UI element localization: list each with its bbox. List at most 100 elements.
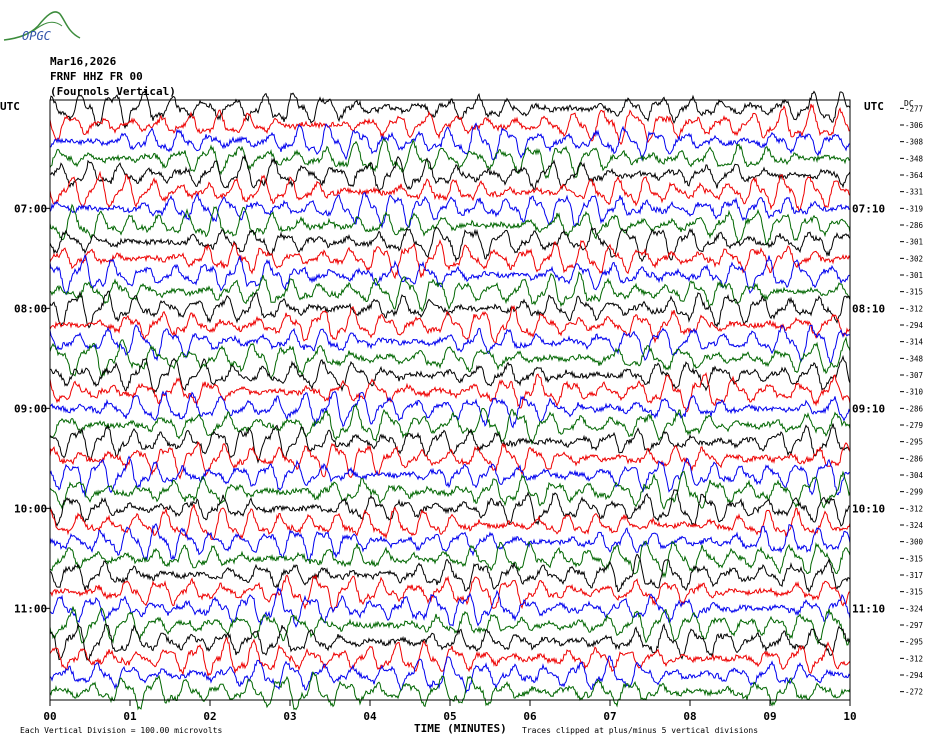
trace-row-27 bbox=[49, 540, 851, 579]
x-tick-label: 08 bbox=[683, 710, 696, 723]
labels-group: UTC UTC DC TIME (MINUTES) Each Vertical … bbox=[0, 99, 924, 735]
trace-row-31 bbox=[49, 606, 851, 646]
trace-row-0 bbox=[49, 89, 851, 130]
dc-offset-label: -364 bbox=[905, 171, 924, 180]
trace-row-11 bbox=[49, 271, 851, 313]
footer-scale-note: Each Vertical Division = 100.00 microvol… bbox=[20, 726, 222, 735]
trace-row-14 bbox=[49, 324, 851, 364]
dc-offset-label: -317 bbox=[905, 571, 923, 580]
dc-offset-label: -310 bbox=[905, 388, 924, 397]
dc-offset-label: -315 bbox=[905, 554, 923, 563]
dc-offset-label: -315 bbox=[905, 288, 923, 297]
trace-row-35 bbox=[49, 671, 851, 711]
left-time-label: 11:00 bbox=[14, 602, 47, 615]
x-tick-label: 02 bbox=[203, 710, 216, 723]
trace-row-24 bbox=[49, 489, 851, 527]
dc-offset-label: -307 bbox=[905, 371, 923, 380]
footer-clip-note: Traces clipped at plus/minus 5 vertical … bbox=[522, 726, 758, 735]
dc-offset-label: -295 bbox=[905, 638, 923, 647]
x-tick-label: 01 bbox=[123, 710, 137, 723]
trace-row-4 bbox=[49, 154, 851, 193]
dc-offset-label: -306 bbox=[905, 121, 924, 130]
trace-row-13 bbox=[49, 304, 851, 344]
trace-row-21 bbox=[49, 441, 851, 480]
left-time-label: 07:00 bbox=[14, 202, 47, 215]
trace-row-2 bbox=[49, 122, 851, 162]
dc-offset-label: -297 bbox=[905, 621, 923, 630]
trace-row-3 bbox=[49, 137, 851, 180]
dc-offset-label: -348 bbox=[905, 154, 924, 163]
trace-row-5 bbox=[49, 170, 851, 212]
left-time-label: 10:00 bbox=[14, 502, 47, 515]
trace-row-34 bbox=[49, 655, 851, 694]
trace-row-30 bbox=[49, 587, 851, 628]
x-tick-label: 07 bbox=[603, 710, 616, 723]
trace-row-17 bbox=[49, 371, 851, 413]
dc-offset-label: -279 bbox=[905, 421, 923, 430]
dc-offset-label: -331 bbox=[905, 188, 923, 197]
x-tick-label: 03 bbox=[283, 710, 296, 723]
trace-row-8 bbox=[49, 226, 851, 263]
dc-offset-label: -286 bbox=[905, 404, 924, 413]
right-time-label: 08:10 bbox=[852, 302, 885, 315]
dc-offset-label: -302 bbox=[905, 254, 923, 263]
dc-offset-label: -312 bbox=[905, 504, 923, 513]
dc-offset-label: -300 bbox=[905, 538, 924, 547]
dc-offset-label: -304 bbox=[905, 471, 924, 480]
dc-offset-label: -286 bbox=[905, 454, 924, 463]
right-utc-label: UTC bbox=[864, 100, 884, 113]
dc-offset-label: -348 bbox=[905, 354, 924, 363]
trace-row-23 bbox=[49, 470, 851, 510]
opgc-logo: OPGC bbox=[3, 11, 81, 43]
trace-row-18 bbox=[49, 390, 851, 429]
trace-row-9 bbox=[49, 239, 851, 280]
trace-row-32 bbox=[49, 622, 851, 662]
x-axis-title: TIME (MINUTES) bbox=[414, 722, 507, 735]
station-code: FRNF HHZ FR 00 bbox=[50, 70, 143, 83]
dc-offset-label: -294 bbox=[905, 671, 924, 680]
dc-offset-label: -272 bbox=[905, 688, 923, 697]
x-tick-label: 06 bbox=[523, 710, 537, 723]
trace-row-33 bbox=[49, 636, 851, 678]
station-location: (Fournols Vertical) bbox=[50, 85, 176, 98]
dc-label: DC bbox=[904, 99, 914, 108]
dc-offset-label: -314 bbox=[905, 338, 924, 347]
dc-offset-label: -315 bbox=[905, 588, 923, 597]
trace-row-10 bbox=[49, 254, 851, 296]
dc-offset-label: -301 bbox=[905, 271, 923, 280]
x-tick-label: 00 bbox=[43, 710, 56, 723]
trace-row-22 bbox=[49, 455, 851, 498]
right-time-label: 11:10 bbox=[852, 602, 885, 615]
trace-row-26 bbox=[49, 522, 851, 562]
trace-row-20 bbox=[49, 423, 851, 464]
dc-offset-label: -324 bbox=[905, 521, 924, 530]
trace-row-29 bbox=[49, 573, 851, 613]
plot-date: Mar16,2026 bbox=[50, 55, 117, 68]
dc-offset-label: -324 bbox=[905, 604, 924, 613]
left-time-label: 09:00 bbox=[14, 402, 47, 415]
trace-row-19 bbox=[49, 403, 851, 446]
dc-offset-label: -295 bbox=[905, 438, 923, 447]
dc-offset-label: -286 bbox=[905, 221, 924, 230]
right-time-label: 09:10 bbox=[852, 402, 885, 415]
trace-row-7 bbox=[49, 203, 851, 246]
left-utc-label: UTC bbox=[0, 100, 20, 113]
trace-group bbox=[49, 89, 851, 711]
trace-row-6 bbox=[49, 192, 851, 229]
dc-offset-label: -319 bbox=[905, 204, 923, 213]
dc-offset-label: -312 bbox=[905, 654, 923, 663]
trace-row-1 bbox=[49, 103, 851, 146]
x-tick-label: 04 bbox=[363, 710, 377, 723]
axes-group bbox=[46, 99, 904, 706]
x-tick-label: 09 bbox=[763, 710, 776, 723]
x-tick-label: 10 bbox=[843, 710, 856, 723]
dc-offset-label: -312 bbox=[905, 304, 923, 313]
trace-row-28 bbox=[49, 553, 851, 593]
dc-offset-label: -301 bbox=[905, 238, 923, 247]
right-time-label: 07:10 bbox=[852, 202, 885, 215]
dc-offset-label: -277 bbox=[905, 104, 923, 113]
trace-row-25 bbox=[49, 504, 851, 541]
trace-row-12 bbox=[49, 290, 851, 329]
trace-row-15 bbox=[49, 336, 851, 380]
dc-offset-label: -308 bbox=[905, 138, 924, 147]
